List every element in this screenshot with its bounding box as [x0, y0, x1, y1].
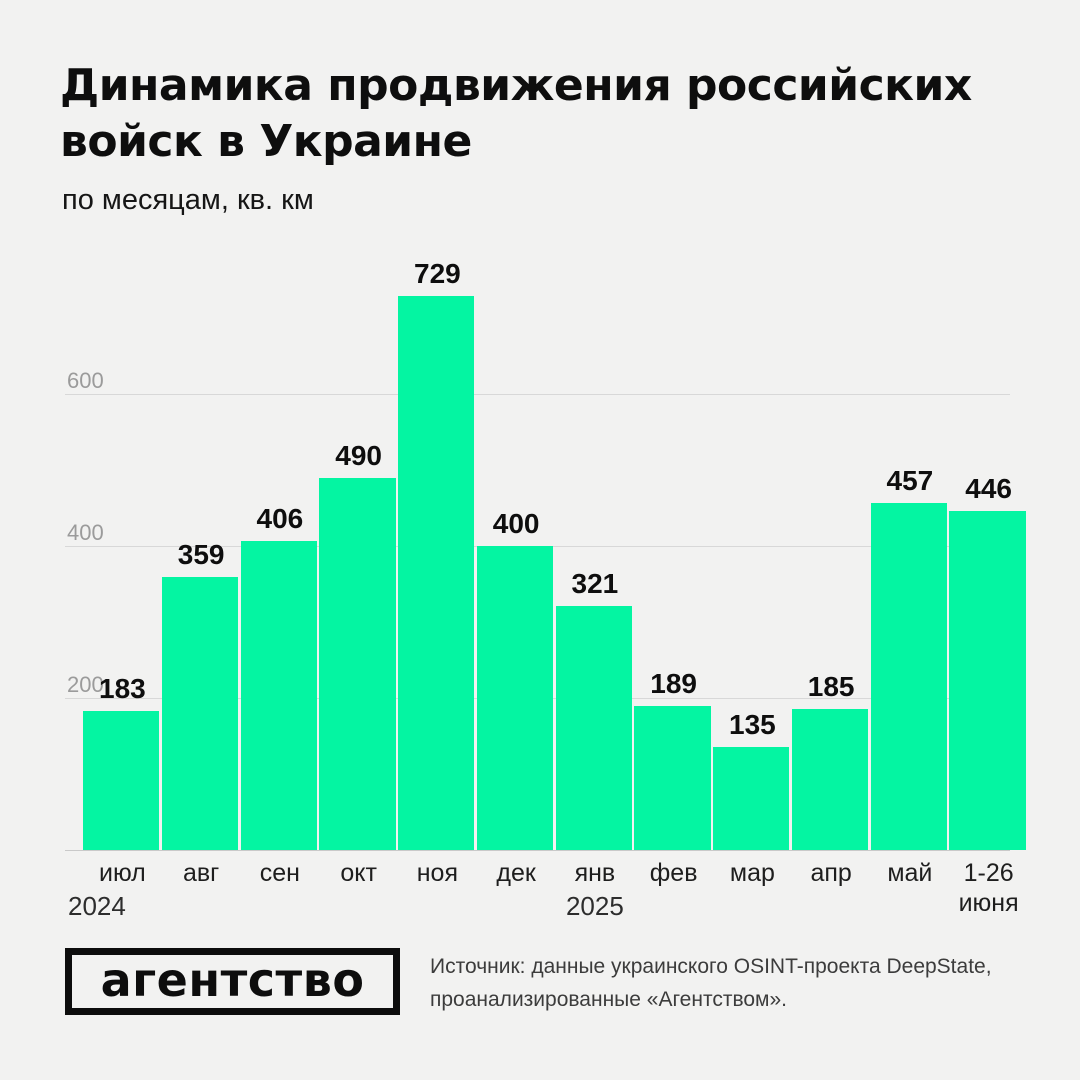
x-axis-month-label: окт	[340, 859, 377, 887]
y-axis-tick-label: 200	[67, 672, 104, 697]
bar-value-label: 135	[729, 709, 776, 740]
bar-value-label: 185	[807, 671, 855, 702]
bar	[949, 511, 1026, 850]
title-line-1: Динамика продвижения российских	[60, 60, 972, 111]
source-line-2: проанализированные «Агентством».	[430, 988, 787, 1011]
bar-value-label: 183	[99, 673, 146, 704]
bar-value-label: 446	[965, 473, 1012, 504]
bar-value-label: 400	[492, 508, 540, 539]
bar	[555, 606, 632, 850]
source-text: Источник: данные украинского OSINT-проек…	[430, 950, 1000, 1016]
x-axis-month-label: апр	[810, 859, 852, 887]
chart-subtitle: по месяцам, кв. км	[62, 184, 314, 216]
bar-value-label: 406	[256, 503, 304, 534]
bar	[634, 706, 711, 850]
x-axis-month-label: июл	[98, 859, 146, 887]
x-axis-month-label: мар	[729, 859, 775, 887]
logo-text: агентство	[100, 953, 365, 1007]
x-axis-month-label: сен	[259, 859, 300, 887]
x-axis-year-label: 2024	[68, 891, 126, 921]
bar-value-label: 189	[650, 668, 697, 699]
bar	[319, 478, 396, 850]
bar-value-label: 729	[414, 258, 461, 289]
bar-value-label: 457	[886, 465, 934, 496]
x-axis-month-label: май	[887, 859, 933, 887]
y-axis-tick-label: 600	[67, 368, 104, 393]
x-axis-month-label: ноя	[416, 859, 458, 887]
x-axis-month-label: янв	[574, 859, 616, 887]
bar	[791, 709, 868, 850]
x-axis-year-label: 2025	[565, 891, 624, 921]
x-axis-month-label: 1-26 июня	[958, 859, 1019, 917]
x-axis-month-label: авг	[182, 859, 220, 887]
bar-value-label: 321	[571, 568, 619, 599]
bar	[713, 747, 790, 850]
agentstvo-logo: агентство	[65, 948, 400, 1015]
page-title: Динамика продвижения российских войск в …	[60, 58, 1020, 170]
bar-value-label: 490	[335, 440, 382, 471]
y-axis-tick-label: 400	[67, 520, 104, 545]
bar	[240, 541, 317, 850]
title-line-2: войск в Украине	[60, 116, 472, 167]
bar	[161, 577, 238, 850]
bar-value-label: 359	[177, 539, 225, 570]
gridline	[65, 394, 1010, 395]
bar	[83, 711, 160, 850]
bar	[870, 503, 947, 850]
x-axis-month-label: фев	[649, 859, 698, 887]
bar	[398, 296, 475, 850]
source-line-1: Источник: данные украинского OSINT-проек…	[430, 955, 992, 978]
x-axis-month-label: дек	[496, 859, 536, 887]
bar	[476, 546, 553, 850]
x-axis-line	[65, 850, 1010, 851]
